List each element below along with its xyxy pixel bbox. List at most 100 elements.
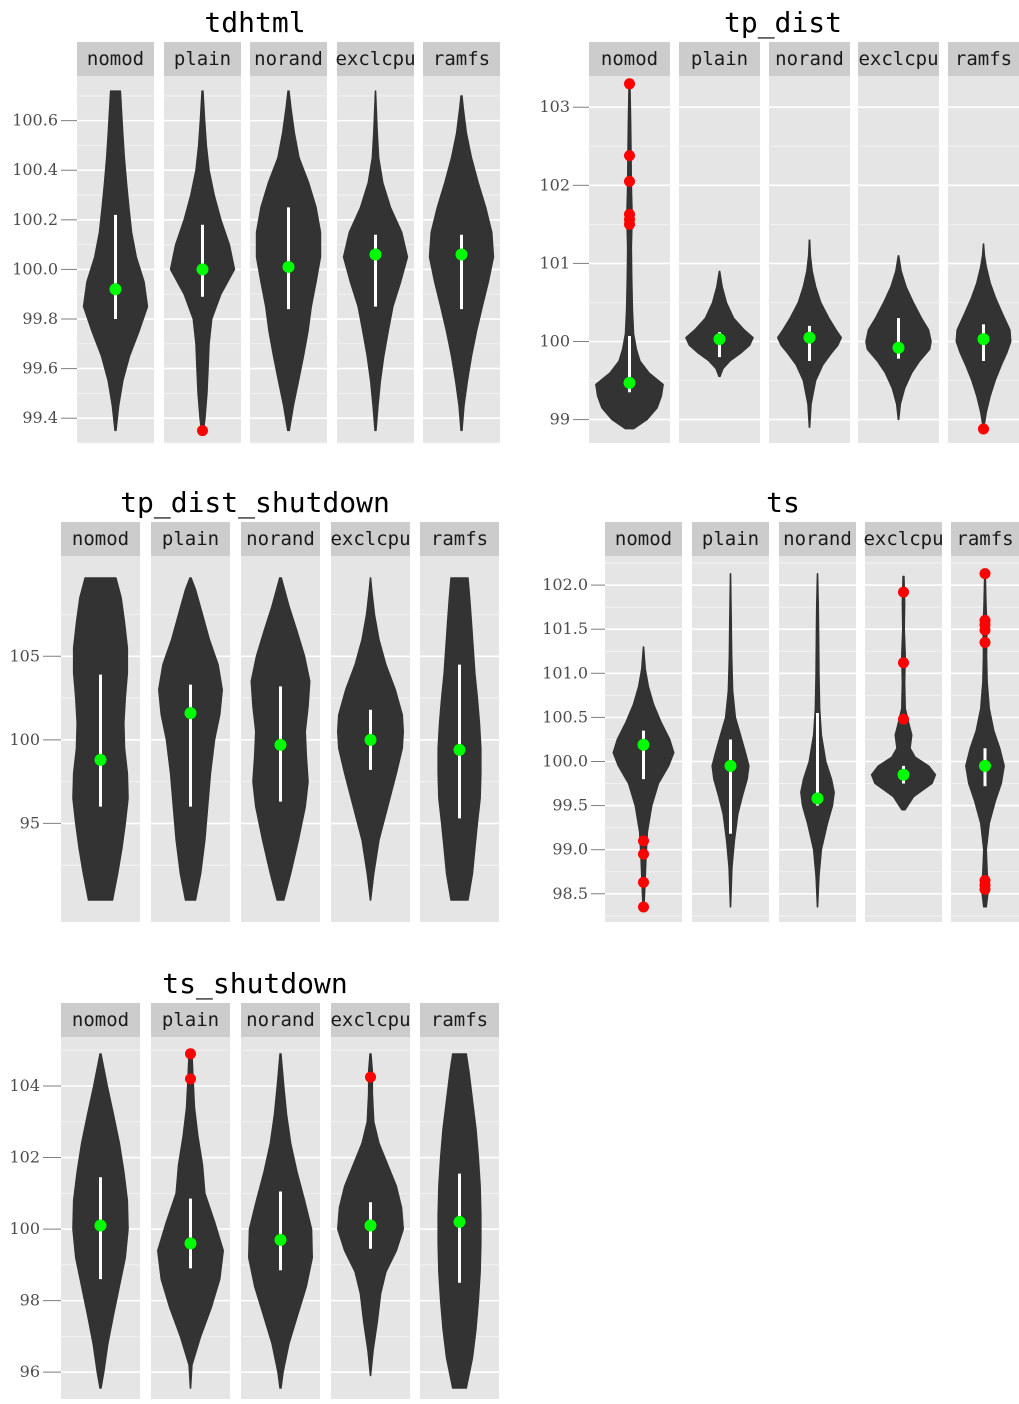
facet-strip-label: ramfs xyxy=(433,48,490,70)
median-point xyxy=(979,759,991,772)
facet-panel-nomod: nomod xyxy=(77,42,154,444)
median-point xyxy=(892,341,905,354)
facet-strip xyxy=(61,1003,140,1037)
median-point xyxy=(897,768,910,781)
y-tick-label: 101 xyxy=(539,253,570,272)
facet-strip xyxy=(423,42,500,76)
facet-panel-norand: norand xyxy=(779,522,856,922)
outlier-point xyxy=(197,425,208,437)
outlier-point xyxy=(979,883,991,895)
facet-strip-label: plain xyxy=(702,528,759,550)
y-tick-label: 102.0 xyxy=(542,575,588,594)
outlier-point xyxy=(979,624,991,636)
facet-strip-label: ramfs xyxy=(431,528,488,550)
median-point xyxy=(184,707,197,720)
chart-title: ts_shutdown xyxy=(162,967,347,1001)
median-point xyxy=(274,1233,287,1246)
facet-panel-nomod: nomod xyxy=(589,42,670,443)
y-tick-label: 95 xyxy=(20,813,40,832)
y-tick-label: 100 xyxy=(9,730,40,749)
facet-strip xyxy=(865,522,942,556)
facet-strip xyxy=(241,1003,320,1037)
facet-strip xyxy=(331,1003,410,1037)
chart-0: tdhtml 99.4 99.6 99.8 100.0 100.2 100.4 100.6 no… xyxy=(12,6,500,444)
facet-strip xyxy=(164,42,241,76)
violin-shape xyxy=(870,575,937,811)
median-point xyxy=(184,1237,197,1250)
facet-strip xyxy=(337,42,414,76)
y-tick-label: 99.4 xyxy=(22,408,58,427)
facet-panel-plain: plain xyxy=(164,42,241,444)
facet-strip xyxy=(769,42,850,76)
facet-strip-label: plain xyxy=(162,1009,219,1031)
panel-background xyxy=(679,76,760,443)
y-tick-label: 98 xyxy=(20,1291,40,1310)
facet-strip xyxy=(61,522,140,556)
median-point xyxy=(369,248,382,261)
facet-strip xyxy=(331,522,410,556)
chart-title: ts xyxy=(766,486,800,519)
facet-strip xyxy=(951,522,1019,556)
y-tick-label: 100 xyxy=(539,331,570,350)
y-tick-label: 101.5 xyxy=(542,619,588,638)
outlier-point xyxy=(898,713,909,725)
facet-strip-label: nomod xyxy=(87,48,144,70)
outlier-point xyxy=(638,901,649,913)
facet-strip-label: norand xyxy=(254,48,323,70)
facet-strip-label: ramfs xyxy=(431,1009,488,1031)
y-tick-label: 103 xyxy=(539,97,570,116)
y-tick-label: 100.2 xyxy=(12,210,58,229)
facet-panel-plain: plain xyxy=(679,42,760,443)
facet-panel-ramfs: ramfs xyxy=(948,42,1019,443)
median-point xyxy=(977,333,990,346)
facet-panel-norand: norand xyxy=(769,42,850,443)
chart-2: tp_dist_shutdown 95 100 105 nomod plain norand… xyxy=(9,486,499,922)
median-point xyxy=(713,333,726,346)
median-point xyxy=(196,263,209,276)
facet-strip xyxy=(948,42,1019,76)
y-tick-label: 99.0 xyxy=(552,840,588,859)
facet-strip xyxy=(151,522,230,556)
median-point xyxy=(455,248,468,261)
outlier-point xyxy=(624,78,635,90)
y-tick-label: 99 xyxy=(550,410,570,429)
outlier-point xyxy=(365,1071,376,1083)
y-tick-label: 100.0 xyxy=(542,751,588,770)
facet-panel-exclcpu: exclcpu xyxy=(335,42,416,444)
y-tick-label: 100.6 xyxy=(12,111,58,130)
facet-strip-label: exclcpu xyxy=(858,48,938,70)
outlier-point xyxy=(978,423,989,435)
facet-strip-label: exclcpu xyxy=(863,528,943,550)
chart-4: ts_shutdown 96 98 100 102 104 nomod plain norand… xyxy=(9,967,499,1399)
facet-panel-exclcpu: exclcpu xyxy=(330,522,411,922)
facet-strip xyxy=(241,522,320,556)
y-tick-label: 102 xyxy=(9,1148,40,1167)
outlier-point xyxy=(185,1073,196,1085)
facet-strip-label: norand xyxy=(246,1009,315,1031)
y-tick-label: 104 xyxy=(9,1076,40,1095)
facet-panel-exclcpu: exclcpu xyxy=(330,1003,411,1399)
facet-strip xyxy=(77,42,154,76)
median-point xyxy=(811,792,824,805)
y-tick-label: 101.0 xyxy=(542,663,588,682)
median-point xyxy=(637,738,650,751)
median-point xyxy=(724,759,737,772)
facet-panel-norand: norand xyxy=(241,1003,320,1399)
facet-strip-label: exclcpu xyxy=(330,528,410,550)
facet-strip xyxy=(679,42,760,76)
outlier-point xyxy=(624,175,635,187)
y-tick-label: 100.0 xyxy=(12,259,58,278)
facet-strip xyxy=(420,522,499,556)
median-point xyxy=(623,376,636,389)
median-point xyxy=(453,743,466,756)
facet-strip-label: norand xyxy=(783,528,852,550)
y-tick-label: 100.5 xyxy=(542,707,588,726)
y-tick-label: 105 xyxy=(9,646,40,665)
facet-panel-ramfs: ramfs xyxy=(420,522,499,922)
outlier-point xyxy=(979,636,991,648)
median-point xyxy=(364,733,377,746)
facet-strip xyxy=(589,42,670,76)
outlier-point xyxy=(624,218,635,230)
facet-strip xyxy=(420,1003,499,1037)
